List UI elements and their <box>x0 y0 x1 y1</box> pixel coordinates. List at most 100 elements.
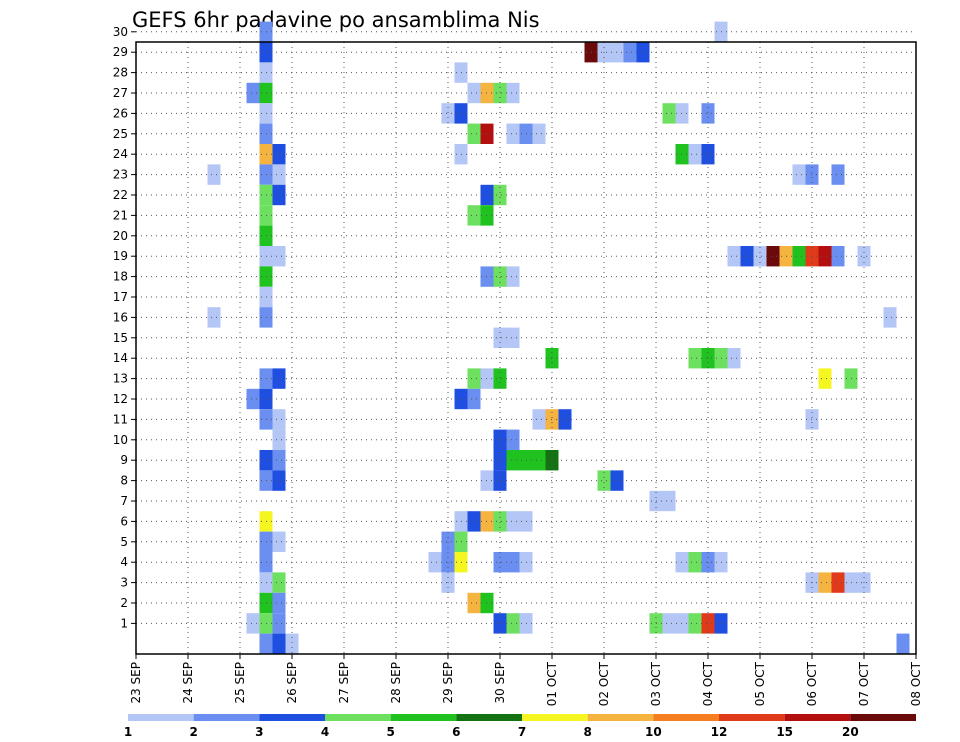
y-tick-label: 12 <box>113 392 128 406</box>
heatmap-cell <box>688 613 702 634</box>
y-tick-label: 19 <box>113 249 128 263</box>
heatmap-cell <box>662 490 676 512</box>
heatmap-cell <box>818 572 832 593</box>
colorbar-label: 1 <box>124 725 132 739</box>
heatmap-cell <box>818 368 832 389</box>
heatmap-cell <box>467 388 481 410</box>
heatmap-cell <box>558 409 572 430</box>
heatmap-cell <box>246 613 260 634</box>
heatmap-cell <box>688 552 702 573</box>
heatmap-cell <box>727 246 741 267</box>
heatmap-cell <box>506 552 520 573</box>
x-tick-label: 02 OCT <box>597 661 611 706</box>
x-tick-label: 26 SEP <box>285 662 299 704</box>
x-tick-label: 07 OCT <box>857 661 871 706</box>
y-tick-label: 15 <box>113 331 128 345</box>
heatmap-cell <box>818 246 832 267</box>
heatmap-cell <box>831 246 845 267</box>
x-tick-label: 29 SEP <box>441 662 455 704</box>
heatmap-cell <box>701 613 715 634</box>
colorbar-swatch <box>587 714 654 721</box>
heatmap-cell <box>272 429 286 450</box>
y-tick-label: 2 <box>120 596 128 610</box>
heatmap-cell <box>441 531 455 552</box>
y-tick-label: 29 <box>113 45 128 59</box>
heatmap-cell <box>493 470 507 491</box>
heatmap-cell <box>701 348 715 369</box>
y-tick-label: 7 <box>120 494 128 508</box>
heatmap-cell <box>246 82 260 104</box>
heatmap-cell <box>506 450 520 471</box>
y-tick-label: 21 <box>113 208 128 222</box>
colorbar: 1 2 3 4 5 6 7 8 10 12 15 20 <box>124 714 916 739</box>
heatmap-cell <box>688 144 702 165</box>
y-tick-label: 24 <box>113 147 128 161</box>
heatmap-cell <box>532 450 546 471</box>
heatmap-cell <box>285 633 299 654</box>
colorbar-label: 15 <box>776 725 793 739</box>
heatmap-cell <box>506 327 520 348</box>
x-tick-label: 06 OCT <box>805 661 819 706</box>
colorbar-swatch <box>456 714 522 721</box>
heatmap-cell <box>207 164 221 185</box>
heatmap-cell <box>753 246 767 267</box>
colorbar-label: 20 <box>842 725 859 739</box>
heatmap-cell <box>272 633 286 654</box>
heatmap-cell <box>272 450 286 471</box>
x-tick-label: 04 OCT <box>701 661 715 706</box>
heatmap-cell <box>493 511 507 532</box>
colorbar-swatch <box>325 714 391 721</box>
x-tick-label: 24 SEP <box>181 662 195 704</box>
heatmap-cell <box>662 613 676 634</box>
colorbar-swatch <box>390 714 457 721</box>
heatmap-cell <box>506 429 520 450</box>
y-tick-label: 25 <box>113 127 128 141</box>
x-tick-label: 01 OCT <box>545 661 559 706</box>
heatmap-cell <box>493 266 507 287</box>
colorbar-swatch <box>653 714 719 721</box>
heatmap-cell <box>662 103 676 124</box>
heatmap-cell <box>792 164 806 185</box>
chart-title: GEFS 6hr padavine po ansamblima Nis <box>132 8 540 32</box>
heatmap-cell <box>441 103 455 124</box>
y-tick-label: 13 <box>113 372 128 386</box>
y-tick-label: 8 <box>120 474 128 488</box>
heatmap-cell <box>272 531 286 552</box>
y-tick-label: 11 <box>113 412 128 426</box>
heatmap-cell <box>701 144 715 165</box>
heatmap-cell <box>532 409 546 430</box>
heatmap-cell <box>272 572 286 593</box>
heatmap-cell <box>532 123 546 144</box>
colorbar-swatch <box>259 714 325 721</box>
y-tick-label: 1 <box>120 616 128 630</box>
heatmap-cell <box>636 42 650 63</box>
heatmap-cell <box>727 348 741 369</box>
y-tick-label: 26 <box>113 106 128 120</box>
colorbar-label: 12 <box>711 725 728 739</box>
heatmap-cell <box>597 470 611 491</box>
heatmap-cell <box>207 307 221 328</box>
colorbar-label: 6 <box>452 725 460 739</box>
y-tick-label: 30 <box>113 25 128 39</box>
heatmap-cell <box>272 144 286 165</box>
colorbar-swatch <box>719 714 785 721</box>
colorbar-swatch <box>193 714 260 721</box>
y-tick-label: 23 <box>113 168 128 182</box>
heatmap-cell <box>506 511 520 532</box>
y-tick-label: 9 <box>120 453 128 467</box>
y-tick-label: 10 <box>113 433 128 447</box>
heatmap-cell <box>506 613 520 634</box>
heatmap-cell <box>467 123 481 144</box>
heatmap-cell <box>857 246 871 267</box>
colorbar-label: 5 <box>386 725 394 739</box>
colorbar-label: 2 <box>189 725 197 739</box>
colorbar-swatch <box>784 714 851 721</box>
x-tick-label: 03 OCT <box>649 661 663 706</box>
y-tick-label: 18 <box>113 270 128 284</box>
heatmap-cell <box>792 246 806 267</box>
y-tick-label: 3 <box>120 576 128 590</box>
x-tick-label: 27 SEP <box>337 662 351 704</box>
heatmap-cell <box>506 266 520 287</box>
x-tick-label: 28 SEP <box>389 662 403 704</box>
y-tick-label: 27 <box>113 86 128 100</box>
